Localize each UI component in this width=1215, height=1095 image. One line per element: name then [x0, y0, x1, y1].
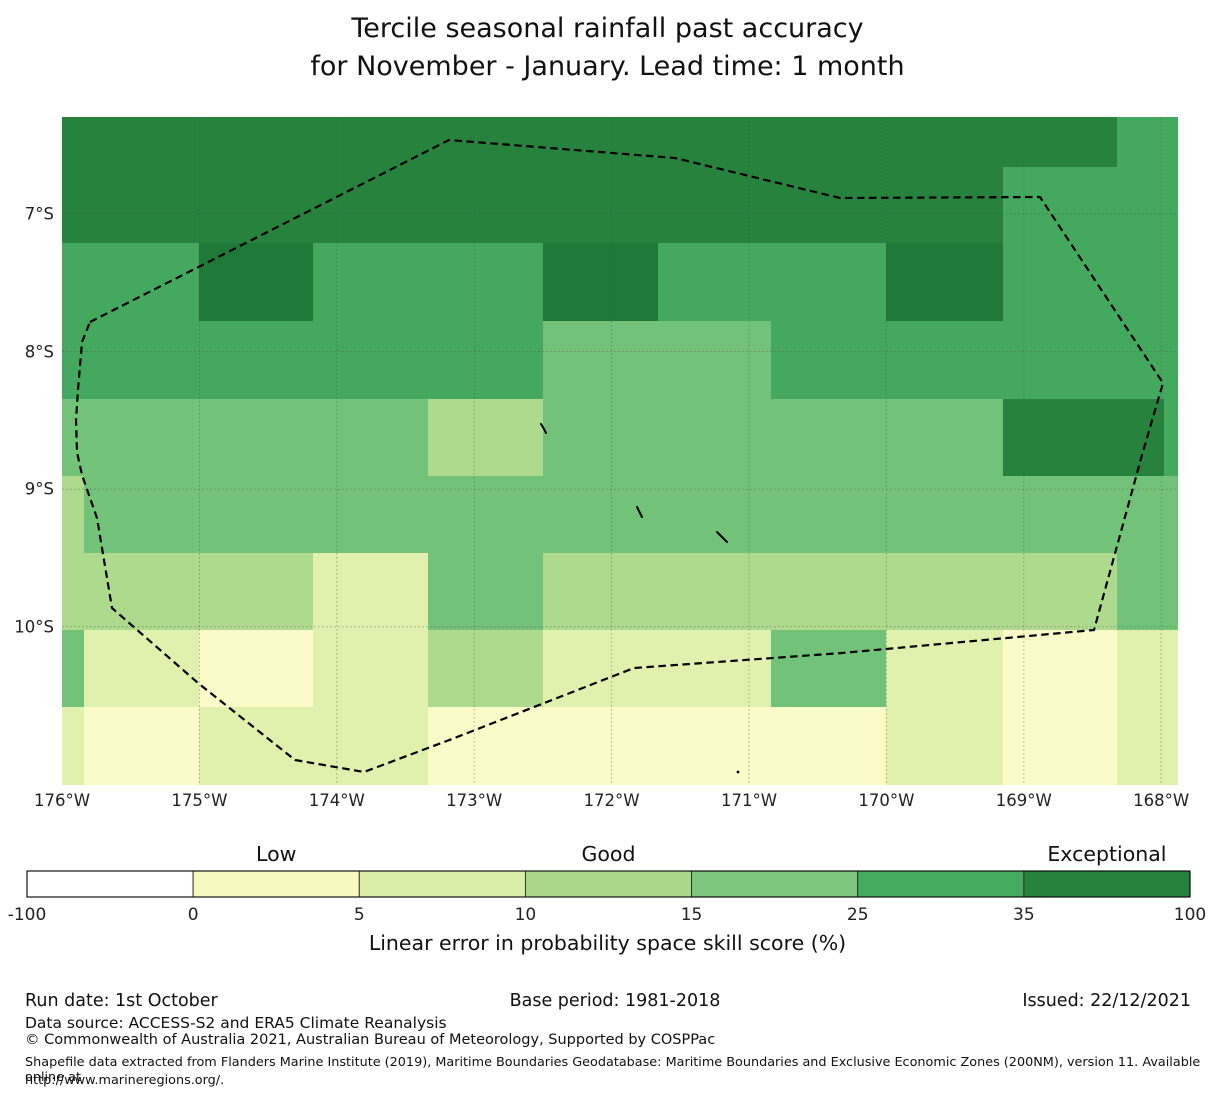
skill-grid-cells	[62, 117, 1178, 785]
skill-cell	[199, 630, 313, 707]
colorbar-tick-label: 5	[353, 905, 365, 925]
x-tick-label: 172°W	[583, 791, 640, 810]
colorbar	[26, 870, 1191, 898]
y-tick-label: 10°S	[14, 617, 54, 637]
colorbar-tick-label: 10	[514, 905, 537, 925]
skill-cell	[886, 707, 1003, 785]
y-tick-label: 7°S	[24, 204, 54, 224]
y-tick-label: 9°S	[24, 479, 54, 499]
issued-date-text: Issued: 22/12/2021	[1022, 991, 1191, 1011]
chart-title-line1: Tercile seasonal rainfall past accuracy	[351, 13, 864, 44]
skill-cell	[62, 476, 84, 553]
skill-cell	[1117, 553, 1178, 630]
skill-cell	[428, 707, 886, 785]
skill-cell	[62, 707, 84, 785]
skill-cell	[1003, 707, 1117, 785]
skill-cell	[543, 399, 1003, 476]
skill-cell	[84, 476, 1178, 553]
skill-cell	[62, 399, 428, 476]
colorbar-category-label: Good	[581, 842, 636, 866]
skill-cell	[1164, 399, 1178, 476]
skill-cell	[543, 630, 771, 707]
skill-cell	[1003, 399, 1164, 476]
skill-cell	[313, 553, 428, 630]
x-tick-label: 174°W	[308, 791, 365, 810]
skill-cell	[313, 630, 428, 707]
skill-cell	[543, 553, 1117, 630]
x-tick-label: 176°W	[33, 791, 91, 810]
shapefile-attribution-line1: Shapefile data extracted from Flanders M…	[25, 1055, 1201, 1085]
colorbar-tick-label: -100	[7, 905, 47, 925]
skill-cell	[543, 321, 771, 399]
colorbar-tick-label: 35	[1013, 905, 1035, 925]
x-tick-label: 168°W	[1133, 791, 1190, 810]
skill-cell	[1117, 117, 1178, 167]
skill-cell	[543, 243, 658, 321]
colorbar-axis-label: Linear error in probability space skill …	[368, 931, 847, 955]
latlon-gridlines	[62, 117, 1178, 785]
x-tick-label: 171°W	[720, 791, 778, 810]
colorbar-category-label: Low	[256, 842, 297, 866]
skill-cell	[313, 243, 543, 321]
skill-cell	[658, 243, 886, 321]
skill-cell	[886, 243, 1003, 321]
shapefile-attribution-url: http://www.marineregions.org/.	[25, 1073, 225, 1088]
skill-cell	[1003, 167, 1178, 243]
colorbar-tick-label: 15	[680, 905, 703, 925]
skill-cell	[886, 630, 1003, 707]
skill-cell	[62, 167, 1003, 243]
skill-cell	[1117, 630, 1178, 707]
skill-cell	[199, 243, 313, 321]
colorbar-tick-label: 100	[1173, 905, 1207, 925]
eez-boundary-dashed-line	[74, 138, 1165, 774]
chart-title-line2: for November - January. Lead time: 1 mon…	[310, 51, 905, 82]
x-tick-label: 173°W	[446, 791, 503, 810]
skill-cell	[84, 630, 199, 707]
skill-cell	[62, 630, 84, 707]
island-marks	[540, 423, 740, 774]
base-period-text: Base period: 1981-2018	[509, 991, 721, 1011]
skill-cell	[62, 321, 543, 399]
skill-cell	[62, 553, 313, 630]
skill-cell	[1117, 707, 1178, 785]
data-source-text: Data source: ACCESS-S2 and ERA5 Climate …	[25, 1014, 447, 1032]
colorbar-tick-label: 0	[187, 905, 199, 925]
copyright-text: © Commonwealth of Australia 2021, Austra…	[25, 1032, 716, 1048]
skill-cell	[771, 321, 1178, 399]
y-tick-label: 8°S	[24, 342, 54, 362]
skill-cell	[1003, 630, 1117, 707]
skill-cell	[1003, 243, 1178, 321]
skill-cell	[199, 707, 428, 785]
skill-cell	[84, 707, 199, 785]
chart-title: Tercile seasonal rainfall past accuracy …	[0, 10, 1215, 86]
x-tick-label: 175°W	[171, 791, 228, 810]
skill-cell	[62, 243, 199, 321]
skill-cell	[62, 117, 1117, 167]
skill-cell	[428, 399, 543, 476]
colorbar-category-label: Exceptional	[1047, 842, 1167, 866]
skill-cell	[428, 630, 543, 707]
colorbar-tick-label: 25	[846, 905, 869, 925]
skill-cell	[428, 553, 543, 630]
x-tick-label: 169°W	[995, 791, 1052, 810]
run-date-text: Run date: 1st October	[25, 991, 218, 1011]
x-tick-label: 170°W	[858, 791, 915, 810]
skill-cell	[771, 630, 886, 707]
